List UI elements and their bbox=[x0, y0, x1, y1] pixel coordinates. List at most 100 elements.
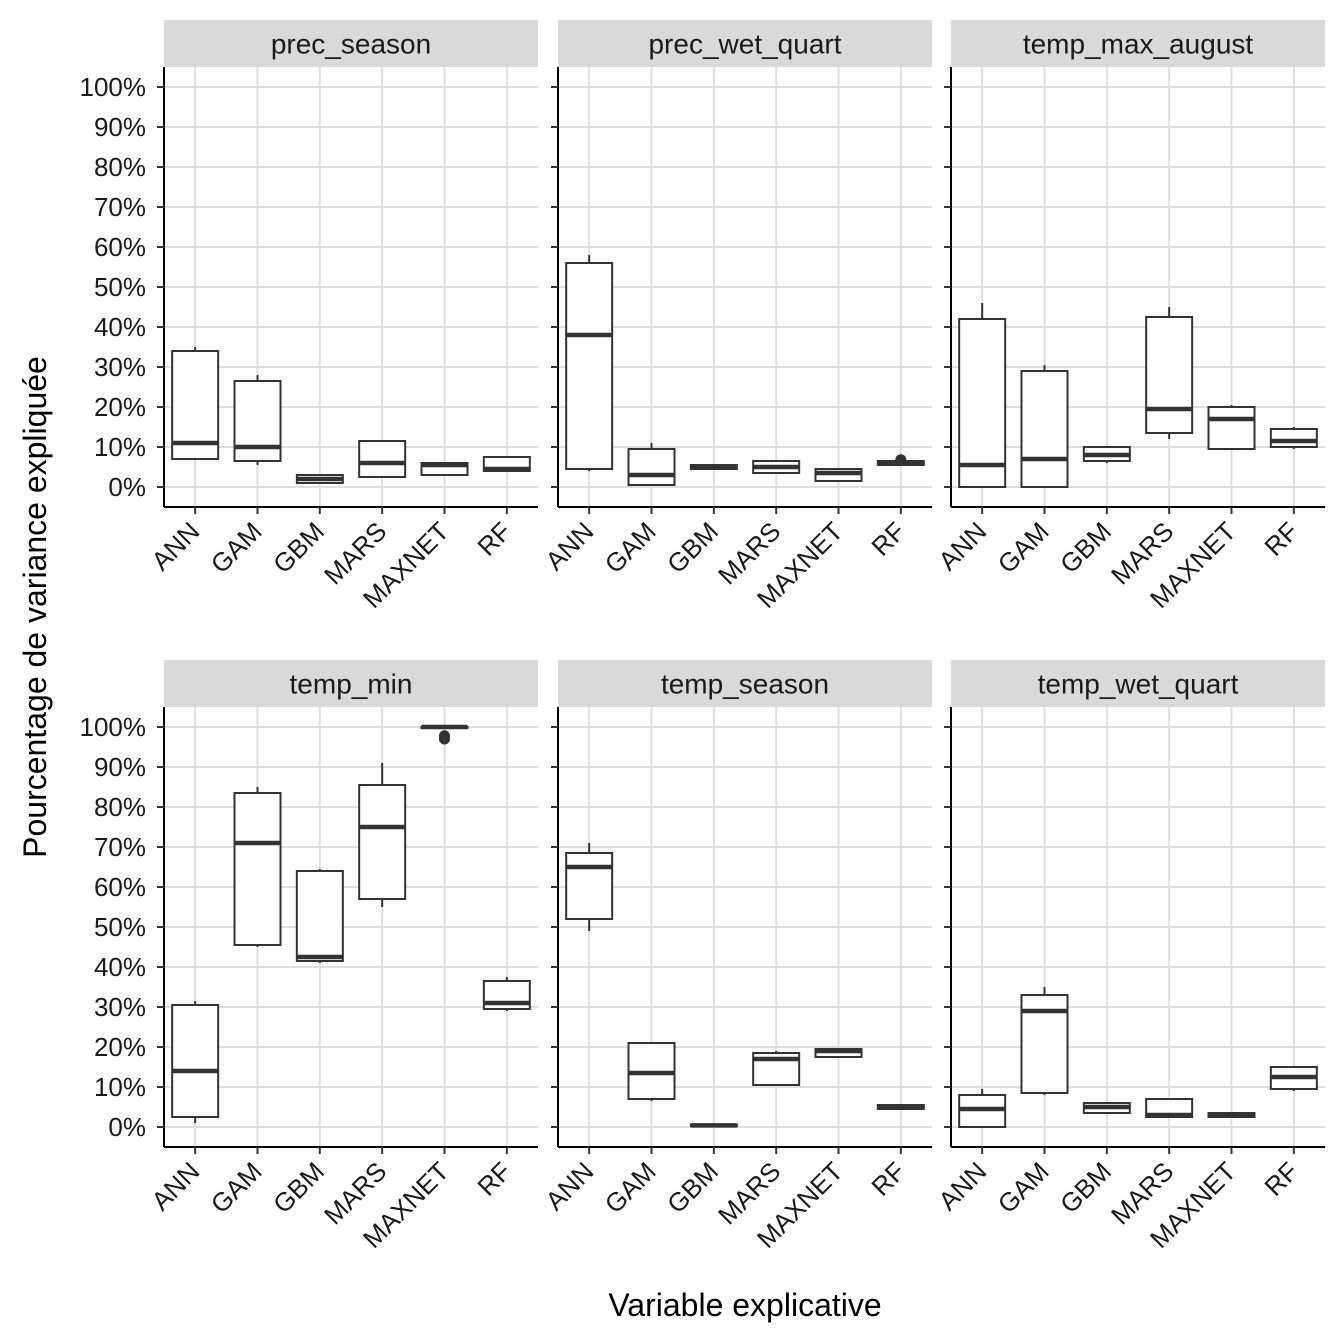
box-maxnet bbox=[420, 724, 469, 745]
x-tick-label: ANN bbox=[145, 516, 205, 576]
x-tick-label: RF bbox=[865, 1156, 911, 1202]
facet-strip bbox=[951, 660, 1325, 707]
facet-title: temp_max_august bbox=[1023, 29, 1254, 60]
box-ann bbox=[171, 1001, 220, 1123]
x-tick-label: GAM bbox=[599, 1156, 662, 1219]
facet-panel: prec_season 0% 10% 20% 30% 40% 50% 60% 70% 80% 90%… bbox=[80, 20, 538, 614]
y-tick-label: 20% bbox=[94, 1032, 146, 1062]
x-tick-label: ANN bbox=[145, 1156, 205, 1216]
box-mars bbox=[752, 460, 801, 474]
y-tick-label: 70% bbox=[94, 192, 146, 222]
box-maxnet bbox=[1207, 405, 1256, 450]
y-tick-label: 10% bbox=[94, 1072, 146, 1102]
facet-title: temp_min bbox=[290, 669, 413, 700]
y-tick-label: 30% bbox=[94, 352, 146, 382]
box-iqr bbox=[358, 784, 407, 900]
box-mars bbox=[358, 763, 407, 907]
box-maxnet bbox=[814, 468, 863, 482]
box-mars bbox=[1145, 307, 1194, 439]
box-maxnet bbox=[814, 1048, 863, 1058]
y-tick-label: 40% bbox=[94, 312, 146, 342]
y-tick-label: 50% bbox=[94, 272, 146, 302]
facet-title: temp_season bbox=[661, 669, 829, 700]
box-iqr bbox=[565, 852, 614, 920]
box-iqr bbox=[1269, 428, 1318, 448]
y-tick-label: 0% bbox=[108, 472, 146, 502]
box-mars bbox=[752, 1051, 801, 1086]
box-iqr bbox=[958, 318, 1007, 488]
box-iqr bbox=[295, 870, 344, 962]
y-tick-label: 10% bbox=[94, 432, 146, 462]
x-tick-label: GAM bbox=[992, 1156, 1055, 1219]
box-gbm bbox=[689, 1123, 738, 1128]
y-tick-label: 80% bbox=[94, 152, 146, 182]
box-gam bbox=[233, 375, 282, 465]
box-gbm bbox=[295, 474, 344, 484]
y-tick-label: 20% bbox=[94, 392, 146, 422]
box-gbm bbox=[1082, 1102, 1131, 1114]
box-ann bbox=[565, 255, 614, 471]
facet-strip bbox=[164, 20, 538, 67]
box-gam bbox=[627, 443, 676, 486]
y-tick-label: 50% bbox=[94, 912, 146, 942]
box-gam bbox=[627, 1042, 676, 1101]
box-iqr bbox=[1020, 370, 1069, 488]
box-gbm bbox=[295, 869, 344, 963]
box-maxnet bbox=[1207, 1112, 1256, 1118]
facet-strip bbox=[558, 20, 932, 67]
box-gam bbox=[1020, 365, 1069, 488]
facet-strip bbox=[558, 660, 932, 707]
box-rf bbox=[482, 456, 531, 472]
facet-strip bbox=[164, 660, 538, 707]
box-gbm bbox=[689, 464, 738, 470]
x-tick-label: RF bbox=[471, 1156, 517, 1202]
box-iqr bbox=[1207, 406, 1256, 450]
box-rf bbox=[876, 454, 925, 466]
box-iqr bbox=[171, 1004, 220, 1118]
x-tick-label: GAM bbox=[205, 1156, 268, 1219]
box-ann bbox=[958, 303, 1007, 488]
x-axis-title: Variable explicative bbox=[608, 1287, 881, 1323]
y-tick-label: 30% bbox=[94, 992, 146, 1022]
box-rf bbox=[1269, 427, 1318, 449]
x-tick-label: ANN bbox=[932, 516, 992, 576]
x-tick-label: GAM bbox=[992, 516, 1055, 579]
box-gbm bbox=[1082, 446, 1131, 463]
outlier-point bbox=[895, 454, 907, 466]
facet-title: temp_wet_quart bbox=[1038, 669, 1239, 700]
x-tick-label: RF bbox=[865, 516, 911, 562]
y-axis-title: Pourcentage de variance expliquée bbox=[17, 356, 53, 858]
box-gam bbox=[1020, 987, 1069, 1095]
box-iqr bbox=[565, 262, 614, 470]
y-tick-label: 90% bbox=[94, 112, 146, 142]
box-mars bbox=[1145, 1098, 1194, 1118]
y-tick-label: 60% bbox=[94, 232, 146, 262]
y-tick-label: 90% bbox=[94, 752, 146, 782]
box-iqr bbox=[627, 448, 676, 486]
box-rf bbox=[482, 977, 531, 1011]
x-tick-label: RF bbox=[471, 516, 517, 562]
y-tick-label: 0% bbox=[108, 1112, 146, 1142]
x-tick-label: ANN bbox=[539, 516, 599, 576]
x-tick-label: GAM bbox=[599, 516, 662, 579]
y-tick-label: 60% bbox=[94, 872, 146, 902]
box-iqr bbox=[358, 440, 407, 478]
facet-title: prec_wet_quart bbox=[648, 29, 841, 60]
facet-panel: temp_min 0% 10% 20% 30% 40% 50% 60% 70% 80% 90% 100… bbox=[80, 660, 538, 1254]
box-iqr bbox=[1145, 316, 1194, 434]
y-tick-label: 100% bbox=[80, 72, 147, 102]
facet-panels: prec_season 0% 10% 20% 30% 40% 50% 60% 70% 80% 90%… bbox=[80, 20, 1325, 1254]
box-ann bbox=[958, 1089, 1007, 1128]
x-tick-label: ANN bbox=[539, 1156, 599, 1216]
box-ann bbox=[171, 347, 220, 460]
facet-strip bbox=[951, 20, 1325, 67]
box-gam bbox=[233, 787, 282, 947]
x-tick-label: ANN bbox=[932, 1156, 992, 1216]
y-tick-label: 70% bbox=[94, 832, 146, 862]
x-tick-label: RF bbox=[1258, 516, 1304, 562]
